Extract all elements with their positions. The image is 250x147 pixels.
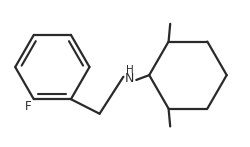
Text: N: N [125,72,134,85]
Text: F: F [25,100,31,113]
Text: H: H [126,65,134,75]
